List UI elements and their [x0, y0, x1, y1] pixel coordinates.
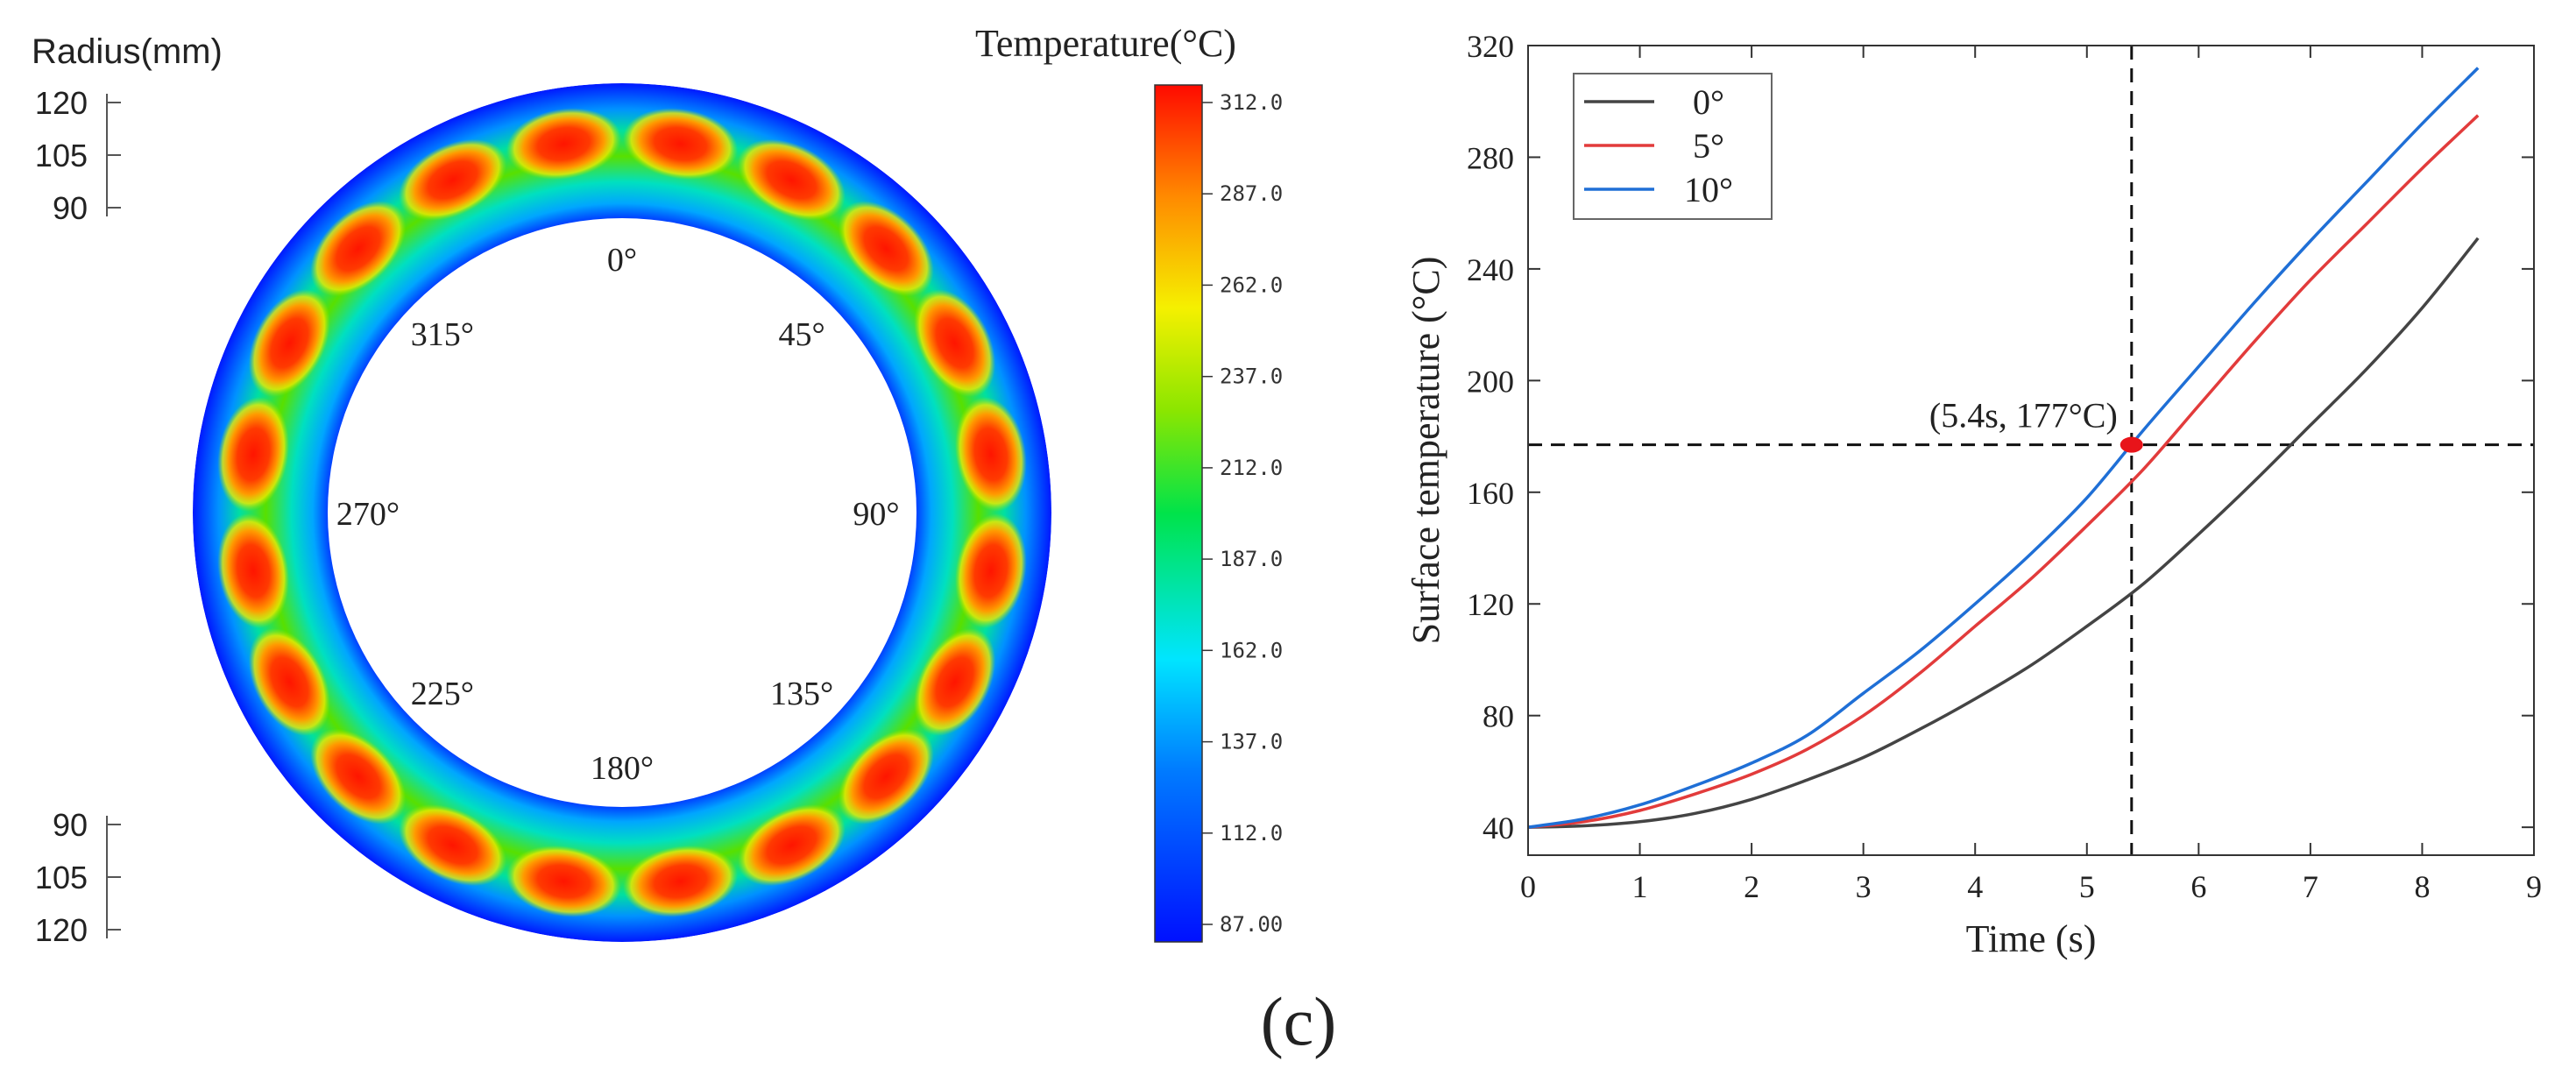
hot-spot: [217, 513, 290, 629]
x-tick-label: 1: [1632, 869, 1648, 904]
hot-spot: [310, 728, 407, 825]
hot-spot: [623, 845, 739, 917]
radius-tick-label: 105: [35, 860, 88, 895]
radius-tick-label: 120: [35, 85, 88, 121]
radius-tick-label: 90: [53, 807, 88, 843]
series-line-1: [1527, 114, 2480, 829]
x-tick-label: 9: [2526, 869, 2542, 904]
colorbar-tick-label: 262.0: [1220, 272, 1283, 297]
x-tick-label: 4: [1967, 869, 1983, 904]
plot-frame: [1527, 45, 2535, 856]
y-tick-label: 120: [1467, 587, 1514, 622]
angle-label: 180°: [591, 750, 654, 787]
colorbar-tick-label: 162.0: [1220, 638, 1283, 662]
hot-spot: [914, 627, 996, 736]
colorbar-scale: [1154, 84, 1203, 943]
hot-spot: [399, 138, 507, 221]
x-tick-label: 2: [1744, 869, 1759, 904]
legend-label: 0°: [1693, 82, 1724, 122]
y-axis-label: Surface temperature (°C): [1405, 257, 1447, 645]
hot-spot: [506, 108, 621, 180]
annotation-marker: [2120, 436, 2143, 453]
ring-contour: Radius(mm) 120 105 90 90 105 120 0° 45° 90° 135…: [32, 32, 1051, 948]
colorbar: Temperature(°C) 312.0 287.0 262.0 237.0 212.…: [975, 22, 1283, 943]
y-tick-label: 80: [1483, 699, 1514, 734]
x-tick-label: 3: [1856, 869, 1872, 904]
x-tick-label: 0: [1520, 869, 1536, 904]
hot-spot: [737, 804, 846, 887]
y-tick-label: 200: [1467, 364, 1514, 399]
y-tick-label: 280: [1467, 140, 1514, 175]
radius-tick-label: 120: [35, 912, 88, 948]
x-tick-label: 6: [2190, 869, 2206, 904]
x-tick-label: 8: [2414, 869, 2430, 904]
series-line-0: [1527, 237, 2480, 829]
annotation-label: (5.4s, 177°C): [1929, 396, 2118, 435]
x-axis-ticks: 0 1 2 3 4 5 6 7 8 9: [1520, 46, 2542, 904]
annotation-point: [2120, 436, 2143, 453]
angle-label: 45°: [778, 316, 824, 353]
legend-label: 10°: [1684, 170, 1733, 209]
hot-spot: [248, 289, 330, 398]
angle-label: 0°: [607, 242, 637, 279]
hot-spot: [310, 201, 407, 297]
colorbar-title: Temperature(°C): [975, 22, 1236, 65]
hot-spot: [954, 513, 1027, 629]
series-line-2: [1527, 67, 2480, 829]
hot-spot: [506, 845, 621, 917]
colorbar-ticks: 312.0 287.0 262.0 237.0 212.0 187.0 162.0 137.0…: [1202, 90, 1283, 937]
line-chart: 40 80 120 160 200 240 280 320 0 1 2 3 4 5 6 7 8 9 (5.4s,…: [1405, 29, 2542, 960]
y-tick-label: 240: [1467, 252, 1514, 287]
radius-tick-label: 105: [35, 138, 88, 173]
hot-spot: [623, 108, 739, 180]
radius-label: Radius(mm): [32, 32, 223, 71]
colorbar-tick-label: 137.0: [1220, 730, 1283, 754]
radius-ticks-bottom: 90 105 120: [35, 807, 121, 948]
x-tick-label: 7: [2303, 869, 2318, 904]
x-tick-label: 5: [2079, 869, 2095, 904]
hot-spot: [399, 804, 507, 887]
hot-spot: [914, 289, 996, 398]
colorbar-tick-label: 312.0: [1220, 90, 1283, 115]
hot-spot: [838, 728, 934, 825]
x-axis-label: Time (s): [1966, 917, 2097, 960]
colorbar-tick-label: 112.0: [1220, 821, 1283, 846]
colorbar-tick-label: 287.0: [1220, 181, 1283, 206]
hot-spot: [737, 138, 846, 221]
colorbar-tick-label: 212.0: [1220, 456, 1283, 480]
hot-spot: [954, 396, 1027, 512]
angle-label: 135°: [770, 676, 833, 712]
legend-label: 5°: [1693, 126, 1724, 166]
angle-labels: 0° 45° 90° 135° 180° 225° 270° 315°: [336, 242, 900, 787]
colorbar-tick-label: 237.0: [1220, 365, 1283, 389]
legend: 0°5° 10°: [1573, 73, 1773, 220]
y-tick-label: 160: [1467, 476, 1514, 511]
colorbar-tick-label: 187.0: [1220, 547, 1283, 571]
angle-label: 225°: [411, 676, 474, 712]
hot-spot: [217, 396, 290, 512]
hot-spot: [248, 627, 330, 736]
panel-label: (c): [1261, 983, 1337, 1059]
radius-ticks-top: 120 105 90: [35, 85, 121, 226]
angle-label: 90°: [853, 496, 899, 533]
series-lines: [1527, 67, 2480, 829]
angle-label: 270°: [336, 496, 400, 533]
annotation-guides: [1528, 46, 2534, 855]
y-tick-label: 320: [1467, 29, 1514, 64]
colorbar-tick-label: 87.00: [1220, 912, 1283, 937]
radius-tick-label: 90: [53, 190, 88, 226]
hot-spots: [217, 108, 1027, 917]
y-tick-label: 40: [1483, 810, 1514, 846]
angle-label: 315°: [411, 316, 474, 353]
ring-body: [193, 83, 1051, 942]
hot-spot: [838, 201, 934, 297]
